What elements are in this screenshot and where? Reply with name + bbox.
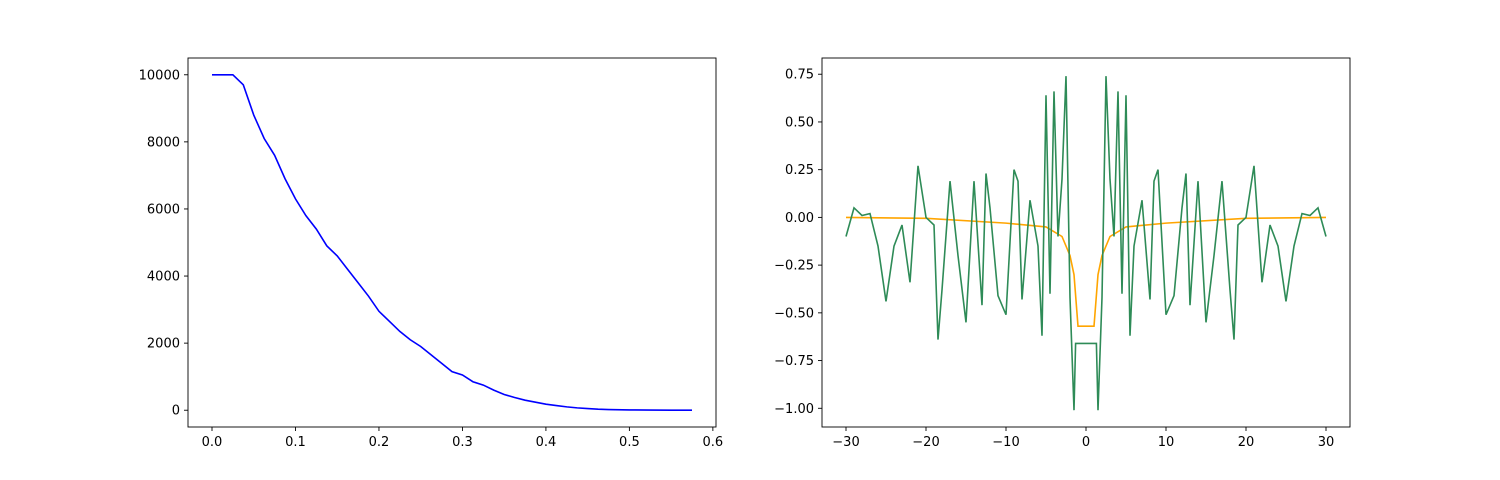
y-tick-label: 6000 [147, 202, 180, 217]
x-tick-label: 0.3 [452, 435, 473, 450]
x-tick-label: −10 [992, 435, 1019, 450]
series-line [845, 216, 1327, 328]
x-tick-label: 0.2 [369, 435, 390, 450]
axes-frame [821, 57, 1351, 428]
x-tick-label: 20 [1238, 435, 1255, 450]
x-tick-label: −30 [832, 435, 859, 450]
y-tick-label: −0.25 [774, 259, 814, 274]
y-tick-label: 0.75 [785, 68, 814, 83]
y-tick-label: −1.00 [774, 402, 814, 417]
y-tick-label: 4000 [147, 270, 180, 285]
x-tick-label: 0.6 [703, 435, 724, 450]
y-tick-label: 0.00 [785, 211, 814, 226]
x-tick-label: 0.5 [619, 435, 640, 450]
y-tick-label: 2000 [147, 337, 180, 352]
y-tick-label: −0.75 [774, 354, 814, 369]
x-tick-label: 0.4 [536, 435, 557, 450]
y-tick-label: 0.50 [785, 115, 814, 130]
series-line [212, 73, 693, 412]
y-tick-label: 10000 [139, 68, 180, 83]
x-tick-label: −20 [912, 435, 939, 450]
y-tick-label: 0 [172, 404, 180, 419]
axes-frame [187, 57, 717, 428]
x-tick-label: 0 [1082, 435, 1090, 450]
x-tick-label: 0.0 [202, 435, 223, 450]
x-tick-label: 10 [1158, 435, 1175, 450]
x-tick-label: 30 [1318, 435, 1335, 450]
x-tick-label: 0.1 [285, 435, 306, 450]
y-tick-label: 8000 [147, 135, 180, 150]
y-tick-label: 0.25 [785, 163, 814, 178]
y-tick-label: −0.50 [774, 306, 814, 321]
series-line [845, 76, 1327, 411]
